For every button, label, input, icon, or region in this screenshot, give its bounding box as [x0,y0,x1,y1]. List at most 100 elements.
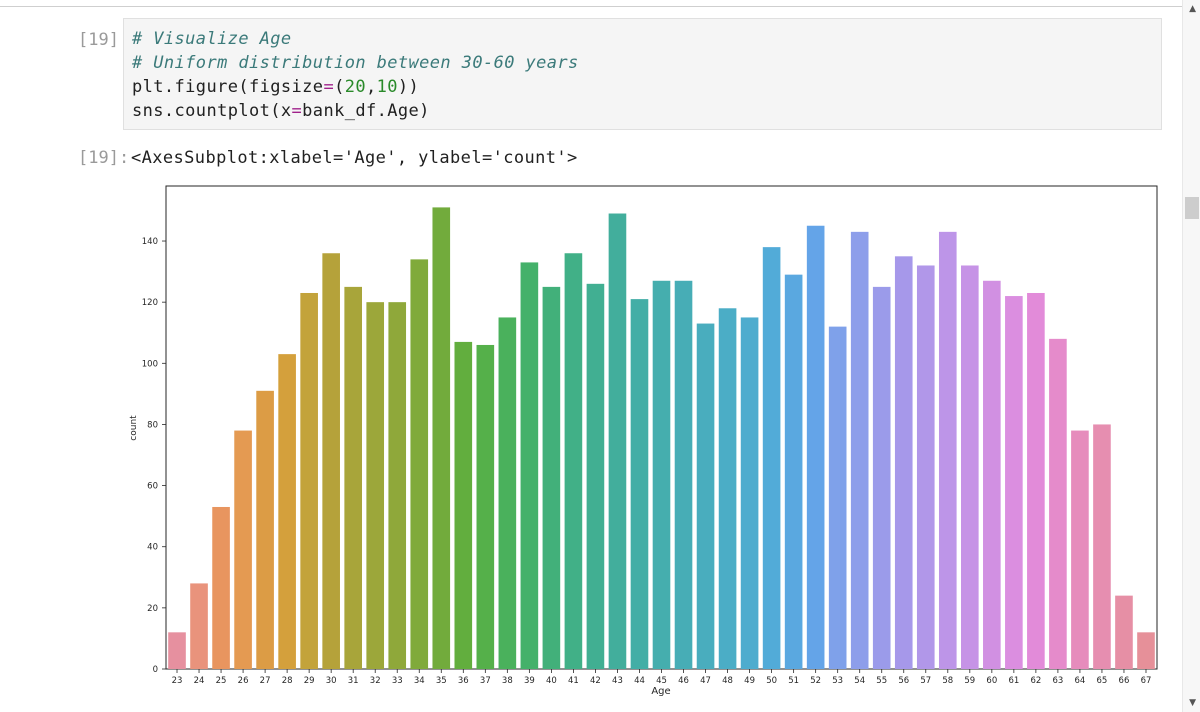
bar-age-37 [476,344,495,669]
bar-age-26 [234,430,252,669]
y-tick-label: 20 [147,604,158,614]
x-tick-label: 45 [656,676,667,686]
x-tick-label: 54 [854,676,865,686]
x-tick-label: 55 [876,676,887,686]
x-tick-label: 35 [436,676,447,686]
bar-age-65 [1093,424,1111,669]
bar-age-31 [344,286,362,669]
bar-age-34 [410,259,429,669]
bar-age-64 [1071,430,1089,669]
bar-age-39 [520,262,539,669]
x-tick-label: 59 [964,676,975,686]
y-tick-label: 100 [142,359,158,369]
x-tick-label: 40 [546,676,557,686]
bar-age-47 [696,323,715,669]
top-divider [0,6,1183,7]
x-tick-label: 60 [986,676,997,686]
x-tick-label: 29 [304,676,315,686]
output-prompt: [19]: [78,148,130,168]
bar-age-63 [1049,338,1067,669]
bar-age-59 [961,265,979,669]
bar-age-55 [872,286,891,669]
x-tick-label: 24 [194,676,205,686]
y-tick-label: 140 [142,237,158,247]
bar-age-57 [916,265,935,669]
bar-age-29 [300,292,318,669]
bar-age-35 [432,207,451,669]
bar-age-40 [542,286,561,669]
y-tick-label: 80 [147,420,158,430]
bar-age-23 [168,632,186,669]
x-tick-label: 38 [502,676,513,686]
bar-age-38 [498,317,517,669]
x-tick-label: 43 [612,676,623,686]
vertical-scrollbar[interactable]: ▲ ▼ [1182,0,1200,712]
bar-age-45 [652,280,671,669]
x-tick-label: 26 [238,676,249,686]
bar-age-41 [564,253,583,669]
scroll-down-icon[interactable]: ▼ [1189,698,1196,708]
bar-age-67 [1137,632,1155,669]
x-tick-label: 39 [524,676,535,686]
bar-age-48 [718,308,737,669]
bar-age-53 [828,326,847,669]
x-tick-label: 27 [260,676,271,686]
x-tick-label: 41 [568,676,579,686]
x-tick-label: 56 [898,676,909,686]
x-tick-label: 65 [1097,676,1108,686]
x-tick-label: 37 [480,676,491,686]
code-cell[interactable]: # Visualize Age # Uniform distribution b… [123,18,1162,130]
code-line-3: plt.figure(figsize=(20,10)) [132,77,420,97]
bar-age-32 [366,302,385,669]
bar-age-33 [388,302,407,669]
bar-age-61 [1005,296,1023,669]
x-tick-label: 52 [810,676,821,686]
x-tick-label: 44 [634,676,645,686]
bar-age-30 [322,253,340,669]
x-tick-label: 66 [1119,676,1130,686]
x-tick-label: 53 [832,676,843,686]
x-tick-label: 42 [590,676,601,686]
code-line-2: # Uniform distribution between 30-60 yea… [132,53,579,73]
bar-age-49 [740,317,759,669]
x-tick-label: 25 [216,676,227,686]
code-line-1: # Visualize Age [132,29,292,49]
bar-age-60 [983,280,1001,669]
bar-age-44 [630,299,649,669]
bar-age-56 [894,256,913,669]
y-tick-label: 0 [153,665,158,675]
x-tick-label: 63 [1052,676,1063,686]
x-tick-label: 47 [700,676,711,686]
bar-age-51 [784,274,803,669]
bar-age-46 [674,280,693,669]
y-tick-label: 40 [147,543,158,553]
x-tick-label: 28 [282,676,293,686]
bar-age-42 [586,283,605,669]
x-tick-label: 23 [172,676,183,686]
x-tick-label: 32 [370,676,381,686]
x-tick-label: 58 [942,676,953,686]
scroll-up-icon[interactable]: ▲ [1189,4,1196,14]
x-tick-label: 36 [458,676,469,686]
bar-age-66 [1115,595,1133,669]
output-repr: <AxesSubplot:xlabel='Age', ylabel='count… [131,148,578,168]
x-tick-label: 51 [788,676,799,686]
x-tick-label: 57 [920,676,931,686]
bar-age-58 [938,231,957,669]
bar-age-62 [1027,292,1045,669]
x-axis-label: Age [651,686,670,697]
x-tick-label: 31 [348,676,359,686]
x-tick-label: 50 [766,676,777,686]
input-prompt: [19]: [78,30,130,50]
bar-age-43 [608,213,627,669]
y-axis-label: count [129,415,139,441]
x-tick-label: 33 [392,676,403,686]
bar-age-28 [278,354,296,669]
bar-age-50 [762,247,781,669]
y-tick-label: 60 [147,482,158,492]
x-tick-label: 48 [722,676,733,686]
scroll-thumb[interactable] [1185,197,1199,219]
bar-age-54 [850,231,869,669]
x-tick-label: 67 [1141,676,1152,686]
